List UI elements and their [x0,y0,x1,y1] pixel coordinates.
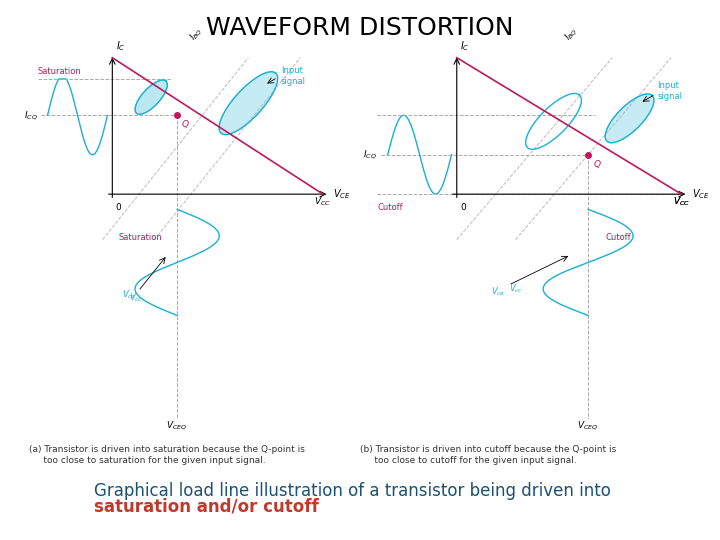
Text: $V_{ce}$: $V_{ce}$ [491,285,505,298]
Text: Graphical load line illustration of a transistor being driven into: Graphical load line illustration of a tr… [94,482,611,500]
Text: $V_{CEQ}$: $V_{CEQ}$ [166,419,188,431]
Polygon shape [606,94,654,143]
Text: Cutoff: Cutoff [377,203,403,212]
Text: $I_{CQ}$: $I_{CQ}$ [364,148,377,161]
Polygon shape [219,72,278,134]
Text: $V_{CC}$: $V_{CC}$ [315,196,331,208]
Text: saturation and/or cutoff: saturation and/or cutoff [94,498,318,516]
Text: $V_{cc}$: $V_{cc}$ [508,282,523,295]
Text: $V_{CE}$: $V_{CE}$ [692,187,709,201]
Text: $I_{BQ}$: $I_{BQ}$ [187,24,206,43]
Text: Saturation: Saturation [37,67,81,76]
Text: $V_{CE}$: $V_{CE}$ [333,187,351,201]
Text: $I_C$: $I_C$ [115,39,125,53]
Text: Q: Q [182,120,189,130]
Text: (b) Transistor is driven into cutoff because the Q-point is
     too close to cu: (b) Transistor is driven into cutoff bec… [360,446,616,465]
Text: $I_C$: $I_C$ [460,39,469,53]
Text: $V_{CEQ}$: $V_{CEQ}$ [577,419,599,431]
Text: Input
signal: Input signal [281,66,306,86]
Text: $I_{BQ}$: $I_{BQ}$ [562,24,580,43]
Text: Cutoff: Cutoff [606,233,631,241]
Text: (a) Transistor is driven into saturation because the Q-point is
     too close t: (a) Transistor is driven into saturation… [29,446,305,465]
Text: 0: 0 [460,203,466,212]
Text: WAVEFORM DISTORTION: WAVEFORM DISTORTION [206,16,514,40]
Polygon shape [135,80,167,114]
Text: $V_{CC}$: $V_{CC}$ [673,196,690,208]
Text: $V_{ce}$: $V_{ce}$ [122,288,136,301]
Text: Saturation: Saturation [119,233,163,241]
Text: Input
signal: Input signal [657,82,683,101]
Text: 0: 0 [115,203,121,212]
Text: Q: Q [593,160,600,169]
Text: $V_{CC}$: $V_{CC}$ [673,196,690,208]
Text: $V_{cc}$: $V_{cc}$ [128,291,143,304]
Text: $I_{CQ}$: $I_{CQ}$ [24,109,37,122]
